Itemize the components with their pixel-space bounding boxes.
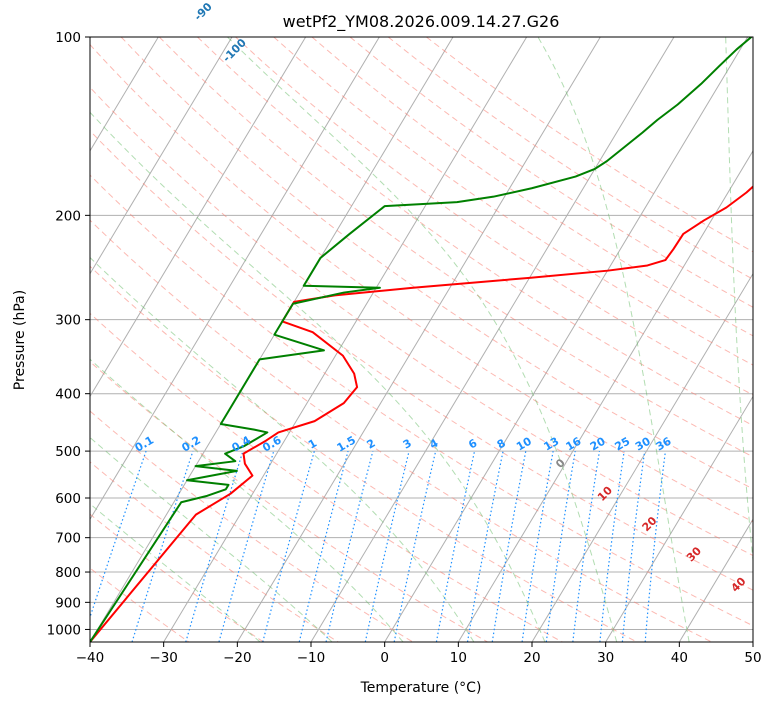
mixing-ratio-line	[572, 451, 601, 642]
temperature-line	[90, 185, 753, 642]
isotherm-line	[90, 37, 233, 275]
moist-adiabat-line	[90, 358, 404, 642]
y-tick-label: 400	[55, 387, 81, 403]
x-tick-label: −10	[297, 650, 326, 666]
moist-adiabat-line	[90, 436, 333, 642]
dry-adiabat-line	[349, 37, 753, 308]
mixing-ratio-line	[621, 451, 646, 642]
plot-background	[90, 37, 753, 642]
y-tick-label: 100	[55, 30, 81, 46]
y-tick-label: 800	[55, 565, 81, 581]
dry-adiabat-line	[158, 37, 753, 458]
x-tick-label: −20	[223, 650, 252, 666]
isotherm-lines	[0, 37, 753, 642]
mixing-ratio-line	[545, 450, 576, 642]
x-tick-label: 20	[523, 650, 540, 666]
dry-adiabat-lines	[90, 37, 753, 642]
height-label: -90	[192, 0, 215, 23]
y-tick-label: 900	[55, 595, 81, 611]
dry-adiabat-line	[90, 461, 339, 642]
profile-series	[90, 37, 753, 642]
dry-adiabat-line	[197, 37, 753, 427]
isotherm-line	[90, 37, 380, 521]
y-tick-label: 700	[55, 531, 81, 547]
y-tick-label: 500	[55, 444, 81, 460]
x-tick-label: 40	[671, 650, 688, 666]
mixing-ratio-line	[325, 450, 374, 642]
x-tick-label: −30	[149, 650, 178, 666]
y-tick-label: 200	[55, 208, 81, 224]
dry-adiabat-line	[90, 513, 264, 642]
y-tick-label: 600	[55, 491, 81, 507]
moist-adiabat-lines	[90, 37, 753, 642]
isotherm-line	[752, 641, 753, 642]
dry-adiabat-line	[90, 174, 753, 627]
isotherm-line	[90, 37, 159, 152]
moist-adiabat-line	[725, 37, 753, 566]
y-tick-label: 300	[55, 313, 81, 329]
isotherm-line	[90, 37, 307, 398]
y-tick-label: 1000	[47, 622, 81, 638]
mixing-ratio-line	[131, 450, 194, 642]
moist-adiabat-line	[90, 111, 546, 642]
dry-adiabat-line	[273, 37, 753, 366]
mixing-ratio-line	[599, 451, 625, 642]
x-tick-label: 50	[744, 650, 761, 666]
isotherm-line	[236, 37, 601, 642]
mixing-ratio-line	[185, 450, 244, 642]
mixing-ratio-lines	[90, 450, 667, 642]
mixing-ratio-line	[364, 450, 410, 642]
x-tick-label: −40	[76, 650, 105, 666]
dry-adiabat-line	[311, 37, 753, 337]
dry-adiabat-line	[90, 567, 190, 642]
dry-adiabat-line	[90, 219, 712, 642]
isotherm-line	[90, 37, 454, 642]
dry-adiabat-line	[90, 312, 563, 642]
x-tick-label: 0	[380, 650, 389, 666]
isotherm-line	[531, 272, 753, 642]
dry-adiabat-line	[90, 360, 488, 642]
plot-frame	[89, 36, 754, 643]
x-tick-label: 30	[597, 650, 614, 666]
y-axis-label: Pressure (hPa)	[12, 290, 28, 390]
x-axis-ticks: −40 −30 −20 −10 0 10 20 30 40 50	[76, 642, 762, 666]
moist-adiabat-line	[90, 256, 475, 642]
isotherm-line	[163, 37, 528, 642]
dry-adiabat-line	[90, 265, 638, 642]
y-axis-ticks: 100 200 300 400 500 600 700 800 900 1000	[47, 30, 90, 638]
isotherm-line	[457, 149, 753, 642]
x-axis-label: Temperature (°C)	[360, 680, 482, 696]
mixing-ratio-line	[521, 450, 554, 642]
dry-adiabat-line	[235, 37, 753, 396]
dry-adiabat-line	[120, 37, 753, 490]
x-tick-label: 10	[450, 650, 467, 666]
mixing-ratio-line	[218, 450, 275, 642]
mixing-ratio-line	[644, 451, 667, 642]
dewpoint-line	[90, 37, 752, 642]
moist-adiabat-line	[537, 37, 690, 642]
chart-title: wetPf2_YM08.2026.009.14.27.G26	[283, 12, 560, 32]
dry-adiabat-line	[90, 410, 414, 642]
isotherm-line	[605, 395, 753, 642]
mixing-ratio-line	[298, 450, 349, 642]
isotherm-line	[384, 37, 749, 642]
isotherm-line	[0, 37, 11, 642]
mixing-ratio-line	[262, 450, 315, 642]
isotherm-line	[678, 518, 753, 642]
